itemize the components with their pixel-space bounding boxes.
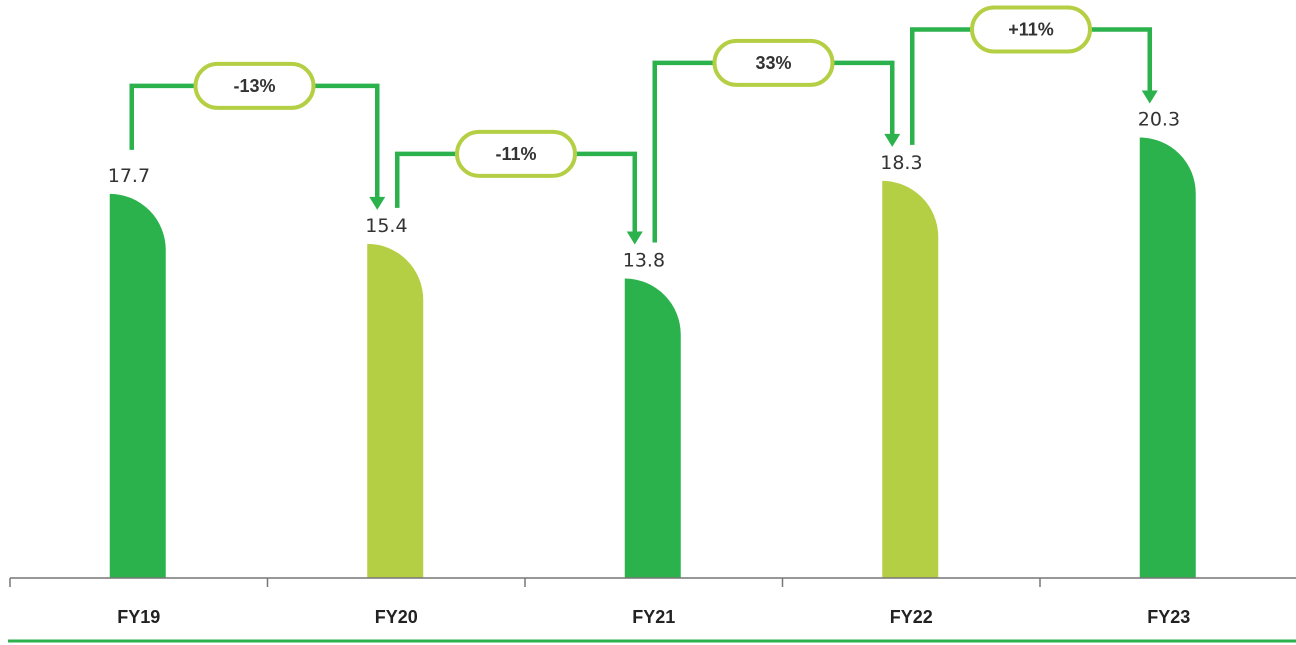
bar-fy19 [109,193,166,578]
arrow-down-icon [1141,90,1158,104]
value-labels: 17.7 15.4 13.8 18.3 20.3 [108,108,1180,271]
value-label-fy19: 17.7 [108,165,150,187]
bar-fy22 [882,180,939,578]
change-badge [455,129,577,178]
category-label-fy22: FY22 [890,607,933,627]
change-label: -11% [495,144,536,164]
change-connectors [129,27,1158,245]
arrow-down-icon [626,231,643,245]
category-label-fy21: FY21 [632,607,675,627]
change-badge [712,38,835,87]
bar-fy23 [1139,137,1196,579]
change-label: -13% [233,76,275,96]
value-label-fy22: 18.3 [880,152,922,174]
change-label: 33% [755,53,791,73]
value-label-fy23: 20.3 [1138,108,1180,130]
x-axis [8,577,1296,643]
category-label-fy20: FY20 [375,607,418,627]
arrow-down-icon [369,196,386,210]
value-label-fy21: 13.8 [623,250,665,272]
bars [109,137,1196,579]
change-badge [193,61,316,110]
category-label-fy19: FY19 [117,607,160,627]
change-label: +11% [1008,19,1054,39]
value-label-fy20: 15.4 [365,215,407,237]
arrow-down-icon [884,133,901,147]
bar-fy21 [624,278,681,578]
change-connector-fy21-fy22 [652,60,895,243]
change-badges: -13% -11% 33% +11% [193,5,1092,178]
category-label-fy23: FY23 [1147,607,1190,627]
bar-fy20 [367,243,424,578]
change-badge [970,5,1092,54]
category-labels: FY19 FY20 FY21 FY22 FY23 [117,607,1190,627]
